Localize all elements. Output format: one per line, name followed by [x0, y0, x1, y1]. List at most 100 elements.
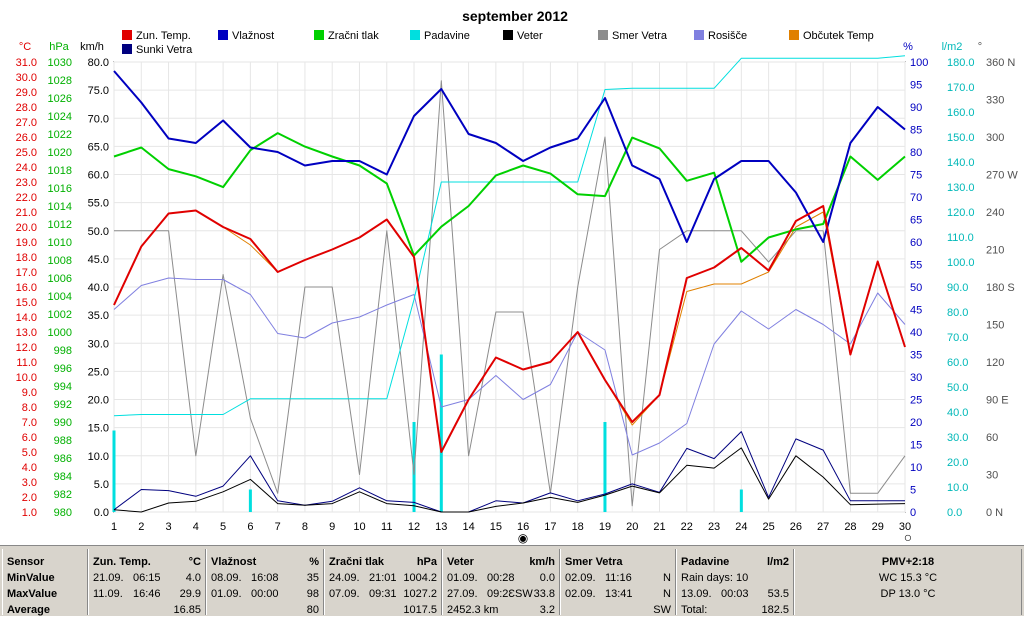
- press-max-date: 07.09.: [329, 588, 360, 600]
- x-tick-label: 17: [544, 521, 556, 533]
- temp-tick-label: 26.0: [16, 132, 37, 144]
- humidity-tick-label: 30: [910, 372, 922, 384]
- humidity-tick-label: 100: [910, 57, 928, 69]
- rain-max-date: 13.09.: [681, 588, 712, 600]
- x-tick-label: 19: [599, 521, 611, 533]
- pmv-dew-point: DP 13.0 °C: [880, 588, 936, 600]
- wind-average: 3.2: [539, 604, 555, 616]
- x-tick-label: 13: [435, 521, 447, 533]
- direction-tick-label: 120: [986, 357, 1004, 369]
- rain-tick-label: 80.0: [947, 307, 968, 319]
- direction-tick-label: 150: [986, 320, 1004, 332]
- wind-max-date: 27.09.: [447, 588, 478, 600]
- hum-max-value: 98: [306, 588, 319, 600]
- minvalue-label: MinValue: [7, 572, 55, 584]
- legend-swatch: [122, 30, 132, 40]
- legend-swatch: [598, 30, 608, 40]
- x-tick-label: 23: [708, 521, 720, 533]
- temp-max-date: 11.09.: [93, 588, 123, 600]
- statistics-bar: Sensor MinValue MaxValue Average Zun. Te…: [0, 545, 1024, 616]
- humidity-tick-label: 75: [910, 170, 922, 182]
- series-line-veter: [113, 447, 906, 513]
- pressure-tick-label: 1012: [48, 219, 72, 231]
- x-tick-label: 22: [681, 521, 693, 533]
- pressure-tick-label: 1008: [48, 255, 72, 267]
- temp-tick-label: 15.0: [16, 297, 37, 309]
- direction-tick-label: 90 E: [986, 395, 1009, 407]
- pressure-tick-label: 1014: [48, 201, 72, 213]
- press-max-time: 09:31: [369, 588, 397, 600]
- sensor-label: Sensor: [7, 556, 45, 568]
- dir-max-date: 02.09.: [565, 588, 596, 600]
- rain-total-label: Total:: [681, 604, 708, 616]
- dir-average: SW: [653, 604, 671, 616]
- press-max-value: 1027.2: [403, 588, 437, 600]
- maxvalue-label: MaxValue: [7, 588, 58, 600]
- legend-swatch: [218, 30, 228, 40]
- dir-min-time: 11:16: [605, 572, 632, 584]
- hum-min-value: 35: [306, 572, 319, 584]
- rain-tick-label: 10.0: [947, 482, 968, 494]
- rain-tick-label: 50.0: [947, 382, 968, 394]
- temp-stats-unit: °C: [188, 556, 201, 568]
- rain-max-value: 53.5: [767, 588, 789, 600]
- stats-pmv-panel: PMV+2:18 WC 15.3 °C DP 13.0 °C: [794, 549, 1022, 615]
- pressure-tick-label: 1004: [48, 291, 72, 303]
- hum-min-date: 08.09.: [211, 572, 242, 584]
- average-label: Average: [7, 604, 51, 616]
- pressure-tick-label: 1000: [48, 327, 72, 339]
- direction-tick-label: 270 W: [986, 170, 1018, 182]
- wind-tick-label: 20.0: [88, 395, 109, 407]
- temp-tick-label: 3.0: [22, 477, 37, 489]
- x-tick-label: 14: [462, 521, 474, 533]
- axis-unit-label: %: [903, 41, 913, 53]
- pressure-tick-label: 1030: [48, 57, 72, 69]
- x-tick-label: 29: [872, 521, 884, 533]
- wind-min-date: 01.09.: [447, 572, 478, 584]
- x-tick-label: 8: [302, 521, 308, 533]
- x-tick-label: 4: [193, 521, 199, 533]
- humidity-tick-label: 35: [910, 350, 922, 362]
- wind-max-value: 33.8: [533, 588, 555, 600]
- temp-tick-label: 27.0: [16, 117, 37, 129]
- press-min-value: 1004.2: [403, 572, 437, 584]
- press-average: 1017.5: [403, 604, 437, 616]
- legend-swatch: [314, 30, 324, 40]
- x-tick-label: 7: [275, 521, 281, 533]
- temp-tick-label: 2.0: [22, 492, 37, 504]
- x-tick-label: 5: [220, 521, 226, 533]
- wind-tick-label: 45.0: [88, 254, 109, 266]
- humidity-tick-label: 65: [910, 215, 922, 227]
- series-line-rosi-e: [113, 277, 906, 456]
- hum-average: 80: [306, 604, 319, 616]
- wind-tick-label: 55.0: [88, 198, 109, 210]
- pressure-tick-label: 1002: [48, 309, 72, 321]
- temp-tick-label: 1.0: [22, 507, 37, 519]
- stats-temp-panel: Zun. Temp. °C 21.09. 06:15 4.0 11.09. 16:46 2…: [88, 549, 206, 616]
- legend-swatch: [122, 44, 132, 54]
- press-stats-label: Zračni tlak: [329, 556, 385, 568]
- rain-tick-label: 60.0: [947, 357, 968, 369]
- pressure-tick-label: 1010: [48, 237, 72, 249]
- wind-distance: 2452.3 km: [447, 604, 499, 616]
- pressure-tick-label: 1016: [48, 183, 72, 195]
- x-tick-label: 10: [353, 521, 365, 533]
- legend-entry: Veter: [517, 30, 543, 42]
- pressure-tick-label: 1006: [48, 273, 72, 285]
- humidity-tick-label: 25: [910, 395, 922, 407]
- direction-tick-label: 0 N: [986, 507, 1003, 519]
- axis-unit-label: hPa: [49, 41, 69, 53]
- series-line-zun-temp-: [113, 205, 906, 453]
- temp-tick-label: 19.0: [16, 237, 37, 249]
- x-tick-label: 30: [899, 521, 911, 533]
- stats-sensor-panel: Sensor MinValue MaxValue Average: [2, 549, 88, 616]
- temp-tick-label: 21.0: [16, 207, 37, 219]
- humidity-tick-label: 95: [910, 80, 922, 92]
- rain-stats-unit: l/m2: [766, 556, 789, 568]
- temp-tick-label: 11.0: [16, 357, 37, 369]
- temp-tick-label: 10.0: [16, 372, 37, 384]
- temp-tick-label: 9.0: [22, 387, 37, 399]
- x-tick-label: 15: [490, 521, 502, 533]
- rain-tick-label: 170.0: [947, 82, 975, 94]
- rain-tick-label: 30.0: [947, 432, 968, 444]
